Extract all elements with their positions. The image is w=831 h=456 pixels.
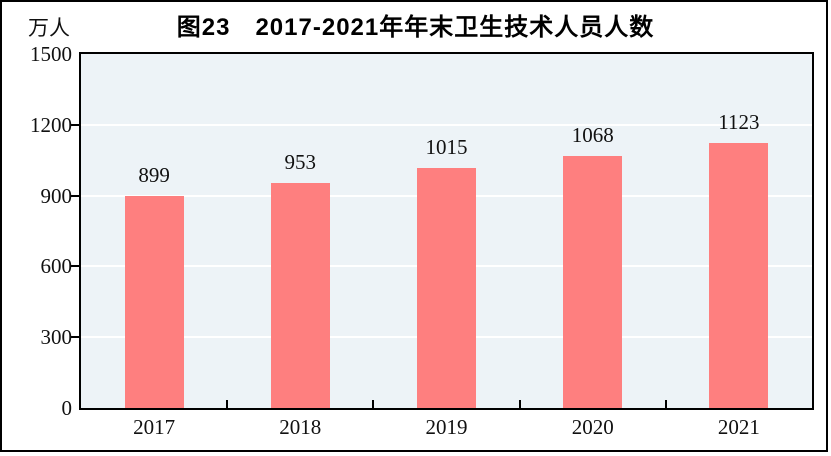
x-axis-label: 2020 [571, 415, 614, 439]
x-axis-tick [226, 400, 229, 408]
bar [563, 155, 623, 408]
y-axis-tick-label: 0 [61, 396, 73, 420]
y-axis-tick [71, 336, 79, 339]
bar [417, 168, 476, 408]
bar [709, 142, 769, 408]
bar-value-label: 1068 [571, 122, 614, 147]
y-axis-tick [71, 194, 79, 197]
y-axis-tick [71, 123, 79, 126]
y-axis-tick-label: 300 [40, 325, 73, 350]
x-axis-tick [372, 400, 375, 408]
y-axis-tick-label: 1200 [30, 112, 72, 137]
bar [124, 195, 184, 408]
chart-title: 图23 2017-2021年年末卫生技术人员人数 [176, 14, 655, 41]
bar-value-label: 899 [138, 162, 170, 187]
bar-value-label: 953 [284, 150, 317, 175]
bar [270, 183, 330, 408]
bar-value-label: 1015 [425, 135, 468, 160]
x-axis-label: 2018 [279, 415, 322, 439]
x-axis-tick [518, 400, 521, 408]
bar-value-label: 1123 [718, 109, 760, 134]
x-axis-label: 2017 [133, 415, 176, 439]
y-axis-tick-label: 1500 [30, 42, 72, 66]
x-axis-label: 2021 [717, 415, 760, 439]
y-axis-tick-label: 900 [40, 183, 73, 208]
x-axis-label: 2019 [425, 415, 468, 439]
gridline [81, 123, 812, 126]
y-axis-tick [71, 265, 79, 268]
y-axis-tick-label: 600 [40, 254, 73, 279]
plot-area: 899 953 1015 1068 1123 [79, 52, 814, 410]
x-axis-tick [664, 400, 667, 408]
y-axis-unit-label: 万人 [28, 16, 70, 40]
